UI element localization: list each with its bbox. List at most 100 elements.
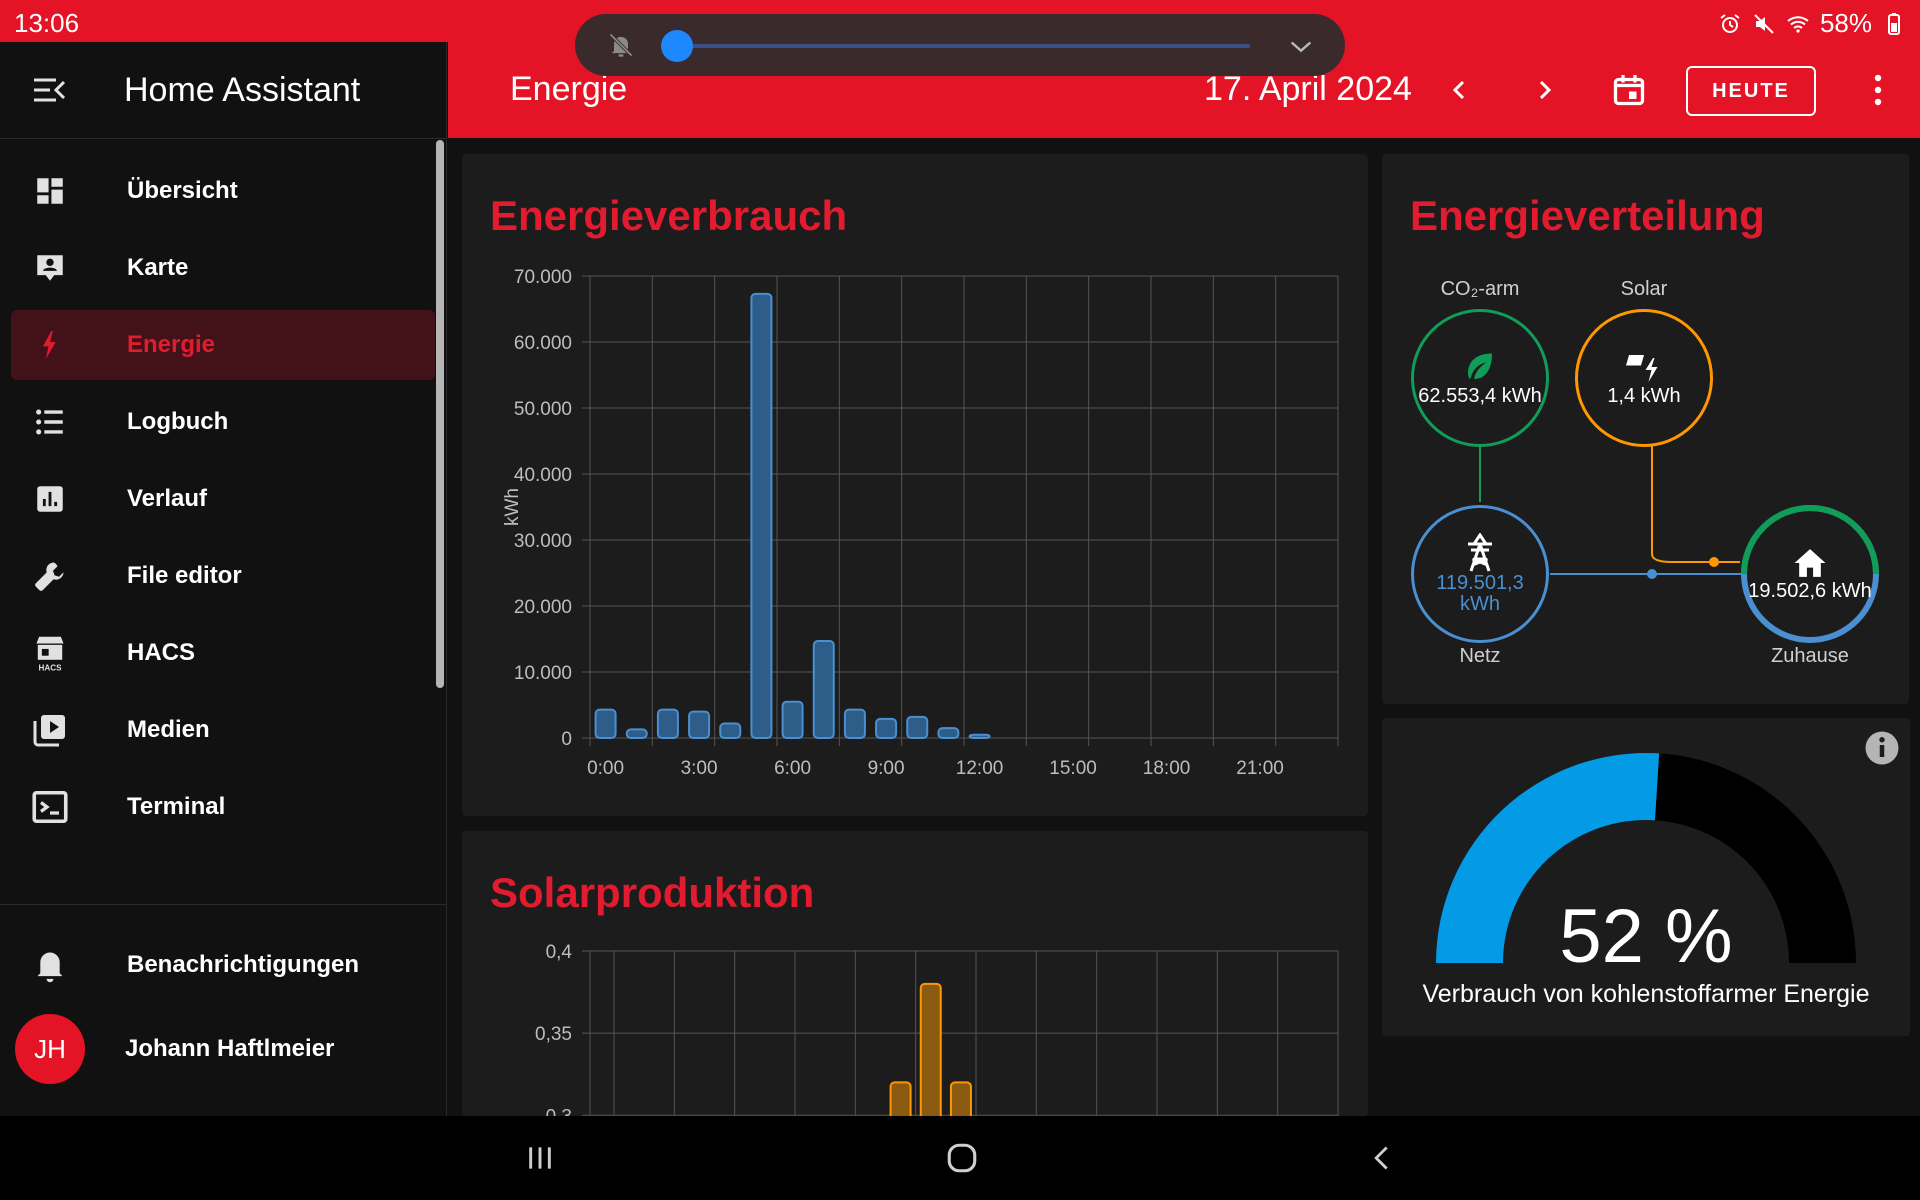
bar: [889, 1081, 912, 1116]
bar: [688, 710, 711, 739]
chevron-down-icon[interactable]: [1287, 32, 1315, 60]
gauge-chart: [1436, 753, 1856, 963]
bar: [937, 727, 960, 739]
user-name: Johann Haftlmeier: [125, 1035, 335, 1062]
lightning-icon: [29, 324, 71, 366]
info-icon[interactable]: [1864, 730, 1900, 766]
date-display: 17. April 2024: [1204, 70, 1412, 108]
home-label: Zuhause: [1771, 645, 1849, 667]
sidebar-item-profile[interactable]: JH Johann Haftlmeier: [11, 1014, 436, 1084]
sidebar-item-uebersicht[interactable]: Übersicht: [11, 156, 435, 226]
sidebar-scrollbar[interactable]: [436, 140, 444, 688]
y-tick-label: 0: [561, 729, 572, 750]
sidebar-item-karte[interactable]: Karte: [11, 233, 435, 303]
solar-flow-dot: [1709, 557, 1719, 567]
alarm-icon: [1720, 13, 1740, 33]
sidebar-header: Home Assistant: [0, 42, 446, 139]
sidebar-item-label: Benachrichtigungen: [127, 951, 360, 978]
more-vertical-icon: [1874, 74, 1882, 106]
previous-period-button[interactable]: [1440, 70, 1480, 110]
chart-icon: [29, 478, 71, 520]
menu-open-icon: [34, 78, 66, 102]
sidebar-divider: [0, 904, 447, 905]
sidebar-item-label: Übersicht: [127, 177, 238, 204]
home-node[interactable]: 19.502,6 kWh: [1741, 505, 1879, 643]
sidebar-item-notifications[interactable]: Benachrichtigungen: [11, 930, 436, 1000]
volume-panel: [575, 14, 1345, 76]
bar: [843, 708, 866, 739]
consumption-title: Energieverbrauch: [490, 192, 848, 239]
sidebar-item-verlauf[interactable]: Verlauf: [11, 464, 435, 534]
back-button[interactable]: [1360, 1136, 1404, 1180]
calendar-button[interactable]: [1609, 70, 1649, 110]
bar: [781, 700, 804, 740]
distribution-lines: [1479, 446, 1879, 643]
home-icon: [1794, 548, 1826, 577]
sidebar-item-file-editor[interactable]: File editor: [11, 541, 435, 611]
hacs-store-icon: HACS: [29, 632, 71, 674]
distribution-card: Energieverteilung CO₂-arm 62.553,4 kWh S…: [1382, 154, 1909, 704]
nav-list: Übersicht Karte Energie Logbuch Verlauf …: [0, 139, 446, 842]
menu-toggle-button[interactable]: [24, 65, 74, 115]
sidebar-item-medien[interactable]: Medien: [11, 695, 435, 765]
chevron-left-icon: [1452, 80, 1465, 100]
x-tick-label: 3:00: [681, 758, 718, 779]
x-tick-label: 9:00: [868, 758, 905, 779]
grid-node[interactable]: 119.501,3 kWh: [1411, 505, 1549, 643]
solar-node[interactable]: 1,4 kWh: [1575, 309, 1713, 447]
sidebar-item-label: Medien: [127, 716, 210, 743]
bar: [968, 733, 991, 740]
bell-off-icon[interactable]: [607, 31, 635, 59]
consumption-chart[interactable]: 0 10.000 20.000 30.000 40.000 50.000 60.000 70.…: [462, 154, 1368, 816]
list-icon: [29, 401, 71, 443]
bar: [656, 708, 679, 739]
volume-slider-knob[interactable]: [661, 30, 693, 62]
leaf-icon: [1468, 353, 1492, 379]
sidebar-item-terminal[interactable]: Terminal: [11, 772, 435, 842]
distribution-title: Energieverteilung: [1410, 192, 1765, 239]
status-icons: 58%: [1718, 8, 1906, 39]
terminal-icon: [29, 786, 71, 828]
system-nav-bar: [0, 1116, 1920, 1200]
bar: [594, 708, 617, 739]
sidebar-item-label: Verlauf: [127, 485, 208, 512]
x-tick-label: 15:00: [1049, 758, 1097, 779]
low-carbon-node[interactable]: 62.553,4 kWh: [1411, 309, 1549, 447]
solar-chart[interactable]: 0,3 0,35 0,4: [462, 831, 1368, 1116]
volume-slider[interactable]: [675, 44, 1250, 48]
x-tick-label: 6:00: [774, 758, 811, 779]
solar-card: Solarproduktion 0,3 0,35 0,4: [462, 831, 1368, 1116]
recent-apps-icon: [529, 1147, 551, 1169]
x-tick-label: 18:00: [1143, 758, 1191, 779]
solar-power-icon: [1626, 354, 1658, 382]
avatar: JH: [15, 1014, 85, 1084]
x-tick-label: 21:00: [1236, 758, 1284, 779]
recent-apps-button[interactable]: [518, 1136, 562, 1180]
y-tick-label: 10.000: [514, 663, 572, 684]
next-period-button[interactable]: [1524, 70, 1564, 110]
app-title: Home Assistant: [124, 70, 361, 109]
grid-value: 119.501,3 kWh: [1436, 572, 1524, 615]
low-carbon-label: CO₂-arm: [1440, 278, 1520, 300]
y-axis-label: kWh: [502, 488, 523, 526]
y-tick-label: 70.000: [514, 267, 572, 288]
bell-icon: [29, 944, 71, 986]
gauge-fill: [1436, 753, 1660, 963]
page-title: Energie: [510, 70, 628, 108]
map-person-icon: [29, 247, 71, 289]
sidebar-item-logbuch[interactable]: Logbuch: [11, 387, 435, 457]
sidebar-item-hacs[interactable]: HACS HACS: [11, 618, 435, 688]
y-tick-label: 50.000: [514, 399, 572, 420]
more-options-button[interactable]: [1858, 70, 1898, 110]
home-button[interactable]: [940, 1136, 984, 1180]
y-tick-label: 40.000: [514, 465, 572, 486]
consumption-card: Energieverbrauch 0 10.000 20.000 30.000 40.0…: [462, 154, 1368, 816]
mute-icon: [1754, 13, 1774, 34]
wifi-icon: [1787, 15, 1809, 33]
wrench-icon: [29, 555, 71, 597]
today-button[interactable]: HEUTE: [1686, 66, 1816, 116]
sidebar-item-label: File editor: [127, 562, 242, 589]
y-tick-label: 60.000: [514, 333, 572, 354]
sidebar-item-energie[interactable]: Energie: [11, 310, 435, 380]
gauge-value: 52 %: [1559, 894, 1733, 979]
